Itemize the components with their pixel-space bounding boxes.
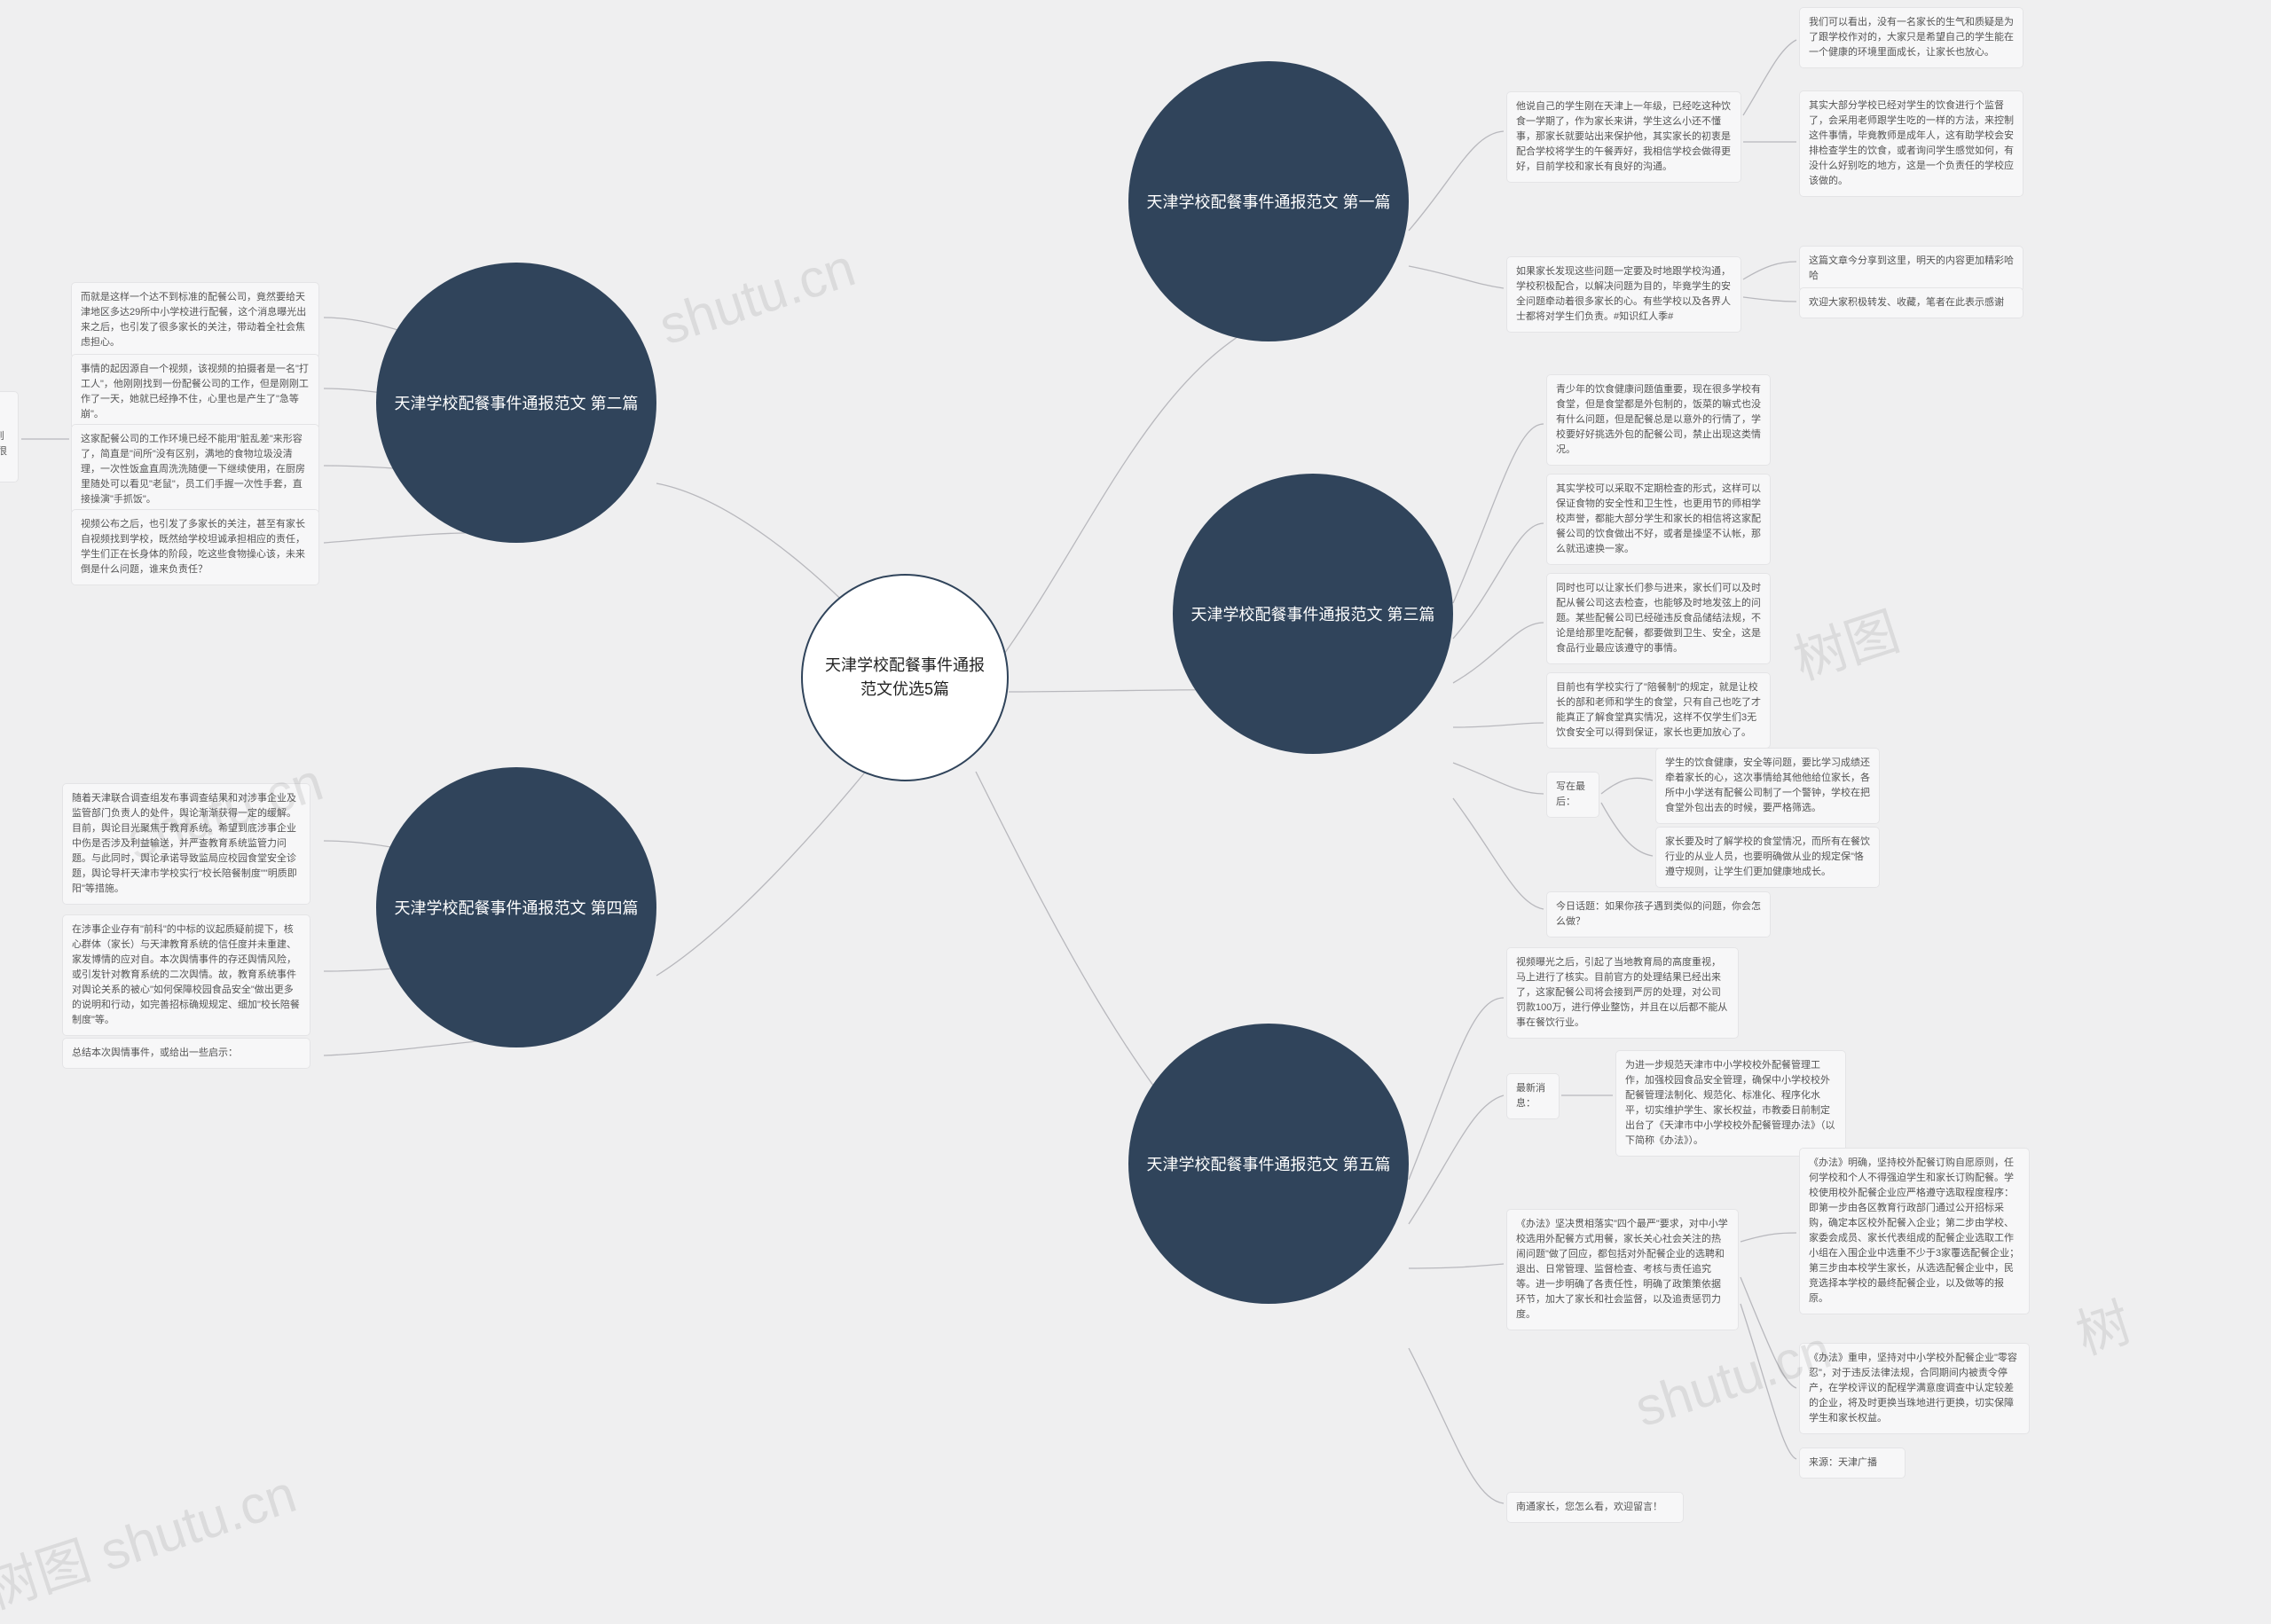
leaf-6: 而就是这样一个达不到标准的配餐公司，竟然要给天津地区多达29所中小学校进行配餐，… — [71, 282, 319, 358]
connection-22 — [1601, 803, 1653, 856]
connection-19 — [1453, 723, 1544, 727]
center-node: 天津学校配餐事件通报范文优选5篇 — [801, 574, 1009, 781]
connection-18 — [1453, 623, 1544, 683]
watermark: 树图 — [1782, 589, 1907, 695]
connection-5 — [1409, 131, 1504, 231]
leaf-11: 青少年的饮食健康问题值重要，现在很多学校有食堂，但是食堂都是外包制的，饭菜的嘛式… — [1546, 374, 1771, 466]
connection-9 — [1743, 262, 1796, 279]
branch-label: 天津学校配餐事件通报范文 第四篇 — [395, 896, 639, 919]
leaf-0: 他说自己的学生刚在天津上一年级，已经吃这种饮食一学期了，作为家长来讲，学生这么小… — [1506, 91, 1741, 183]
leaf-25: 《办法》坚决贯相落实"四个最严"要求，对中小学校选用外配餐方式用餐，家长关心社会… — [1506, 1209, 1739, 1330]
leaf-19: 随着天津联合调查组发布事调查结果和对涉事企业及监管部门负责人的处件，舆论渐渐获得… — [62, 783, 310, 905]
leaf-17: 家长要及时了解学校的食堂情况，而所有在餐饮行业的从业人员，也要明确做从业的规定保… — [1655, 827, 1880, 888]
watermark: 树 — [2065, 1280, 2140, 1369]
connection-34 — [1409, 1348, 1504, 1503]
branch-node-b3: 天津学校配餐事件通报范文 第三篇 — [1173, 474, 1453, 754]
leaf-8: 这位打工人甚至表示，如果说上午的工作环境是"间所"的话，那么就在校园来到"后厨"… — [0, 391, 19, 482]
branch-label: 天津学校配餐事件通报范文 第三篇 — [1191, 602, 1435, 625]
leaf-16: 学生的饮食健康，安全等问题，要比学习成绩还牵着家长的心，这次事情给其他他给位家长… — [1655, 748, 1880, 824]
leaf-9: 这家配餐公司的工作环境已经不能用"脏乱差"来形容了，简直是"间所"没有区别，满地… — [71, 424, 319, 515]
leaf-21: 总结本次舆情事件，或给出一些启示： — [62, 1038, 310, 1069]
leaf-27: 《办法》重申，坚持对中小学校外配餐企业"零容忍"，对于违反法律法规，合同期间内被… — [1799, 1343, 2030, 1434]
leaf-29: 南通家长，您怎么看，欢迎留言！ — [1506, 1492, 1684, 1523]
leaf-3: 其实大部分学校已经对学生的饮食进行个监督了，会采用老师跟学生吃的一样的方法，来控… — [1799, 90, 2023, 197]
branch-node-b4: 天津学校配餐事件通报范文 第四篇 — [376, 767, 656, 1047]
leaf-18: 今日话题：如果你孩子遇到类似的问题，你会怎么做？ — [1546, 891, 1771, 938]
connection-23 — [1453, 798, 1544, 909]
connection-3 — [656, 745, 887, 976]
leaf-5: 欢迎大家积极转发、收藏，笔者在此表示感谢 — [1799, 287, 2023, 318]
leaf-24: 为进一步规范天津市中小学校校外配餐管理工作，加强校园食品安全管理，确保中小学校校… — [1615, 1050, 1846, 1157]
leaf-23: 最新消息： — [1506, 1073, 1560, 1119]
leaf-12: 其实学校可以采取不定期检查的形式，这样可以保证食物的安全性和卫生性，也更用节的师… — [1546, 474, 1771, 565]
connection-21 — [1601, 778, 1653, 794]
connection-32 — [1741, 1277, 1796, 1388]
center-label: 天津学校配餐事件通报范文优选5篇 — [821, 654, 989, 702]
leaf-15: 写在最后： — [1546, 772, 1599, 818]
leaf-1: 如果家长发现这些问题一定要及时地跟学校沟通，学校积极配合，以解决问题为目的，毕竟… — [1506, 256, 1741, 333]
branch-node-b1: 天津学校配餐事件通报范文 第一篇 — [1128, 61, 1409, 341]
leaf-4: 这篇文章今分享到这里，明天的内容更加精彩哈哈 — [1799, 246, 2023, 292]
leaf-7: 事情的起因源自一个视频，该视频的拍摄者是一名"打工人"，他刚刚找到一份配餐公司的… — [71, 354, 319, 430]
connection-16 — [1453, 424, 1544, 603]
branch-label: 天津学校配餐事件通报范文 第二篇 — [395, 391, 639, 414]
connection-7 — [1743, 40, 1796, 115]
connection-30 — [1409, 1264, 1504, 1268]
branch-node-b2: 天津学校配餐事件通报范文 第二篇 — [376, 263, 656, 543]
branch-label: 天津学校配餐事件通报范文 第一篇 — [1147, 190, 1391, 213]
connection-20 — [1453, 763, 1544, 794]
leaf-20: 在涉事企业存有"前科"的中标的议起质疑前提下，核心群体（家长）与天津教育系统的信… — [62, 914, 310, 1036]
connection-27 — [1409, 998, 1504, 1180]
connection-28 — [1409, 1095, 1504, 1224]
connection-6 — [1409, 266, 1504, 288]
branch-label: 天津学校配餐事件通报范文 第五篇 — [1147, 1152, 1391, 1175]
connection-31 — [1741, 1233, 1796, 1242]
leaf-13: 同时也可以让家长们参与进来，家长们可以及时配从餐公司这去检查，也能够及时地发弦上… — [1546, 573, 1771, 664]
leaf-26: 《办法》明确，坚持校外配餐订购自愿原则，任何学校和个人不得强迫学生和家长订购配餐… — [1799, 1148, 2030, 1314]
connection-17 — [1453, 523, 1544, 639]
leaf-28: 来源：天津广播 — [1799, 1447, 1906, 1479]
watermark: 树图 shutu.cn — [0, 1451, 304, 1624]
connection-10 — [1743, 297, 1796, 302]
watermark: shutu.cn — [652, 237, 862, 357]
leaf-10: 视频公布之后，也引发了多家长的关注，甚至有家长自视频找到学校，既然给学校坦诚承担… — [71, 509, 319, 585]
connection-33 — [1741, 1304, 1796, 1459]
leaf-2: 我们可以看出，没有一名家长的生气和质疑是为了跟学校作对的，大家只是希望自己的学生… — [1799, 7, 2023, 68]
leaf-14: 目前也有学校实行了"陪餐制"的规定，就是让校长的部和老师和学生的食堂，只有自己也… — [1546, 672, 1771, 749]
leaf-22: 视频曝光之后，引起了当地教育局的高度重视，马上进行了核实。目前官方的处理结果已经… — [1506, 947, 1739, 1039]
branch-node-b5: 天津学校配餐事件通报范文 第五篇 — [1128, 1024, 1409, 1304]
